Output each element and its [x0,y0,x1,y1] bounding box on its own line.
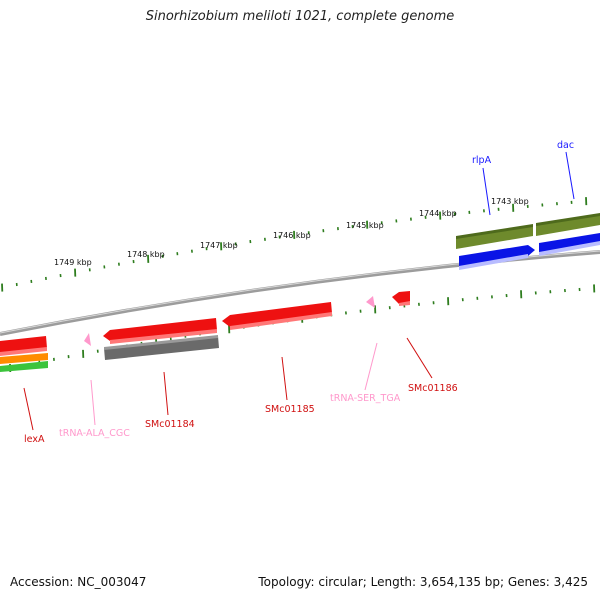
tick-label-1747: 1747 kbp [200,241,238,250]
gene-label-trna-ala[interactable]: tRNA-ALA_CGC [59,428,130,439]
tick-label-1743: 1743 kbp [491,197,529,206]
map-title: Sinorhizobium meliloti 1021, complete ge… [145,9,455,24]
gene-trna-ser-feature[interactable] [366,296,375,308]
gene-smc01185-feature[interactable] [222,302,332,330]
gene-rlpA-feature[interactable] [456,224,533,249]
gene-blue-feature-2[interactable] [539,233,600,256]
gene-smc01184-feature[interactable] [103,318,217,344]
connector-smc01186 [406,337,433,379]
gene-label-smc01186[interactable]: SMc01186 [408,383,458,394]
gene-label-lexA[interactable]: lexA [24,434,45,445]
topology-text: Topology: circular; Length: 3,654,135 bp… [258,575,588,589]
connector-trna-ser [364,342,378,391]
connector-rlpA [482,167,491,216]
gene-lexA-feature[interactable] [0,336,47,356]
tick-label-1744: 1744 kbp [419,209,457,218]
connector-trna-ala [90,379,96,426]
tick-label-1748: 1748 kbp [127,250,165,259]
gene-blue-feature-1[interactable] [459,245,535,270]
gene-label-smc01184[interactable]: SMc01184 [145,419,195,430]
forward-tick-track [1,197,588,292]
gene-label-trna-ser[interactable]: tRNA-SER_TGA [330,393,401,404]
gene-smc01186-feature[interactable] [392,291,410,306]
gene-label-rlpA[interactable]: rlpA [472,155,492,166]
gene-dac-feature[interactable] [536,213,600,236]
tick-label-1746: 1746 kbp [273,231,311,240]
connector-dac [565,151,575,200]
gene-label-dac[interactable]: dac [557,140,574,151]
gene-green-feature[interactable] [0,361,48,372]
accession-text: Accession: NC_003047 [10,575,147,589]
connector-smc01184 [163,371,169,416]
gene-trna-ala-feature[interactable] [84,333,91,346]
connector-smc01185 [281,356,288,401]
reverse-tick-track [9,284,596,373]
tick-label-1745: 1745 kbp [346,221,384,230]
gene-label-smc01185[interactable]: SMc01185 [265,404,315,415]
gene-orange-feature[interactable] [0,353,48,364]
tick-label-1749: 1749 kbp [54,258,92,267]
gene-smc01184-gray-feature[interactable] [104,335,219,360]
connector-lexA [23,387,34,431]
